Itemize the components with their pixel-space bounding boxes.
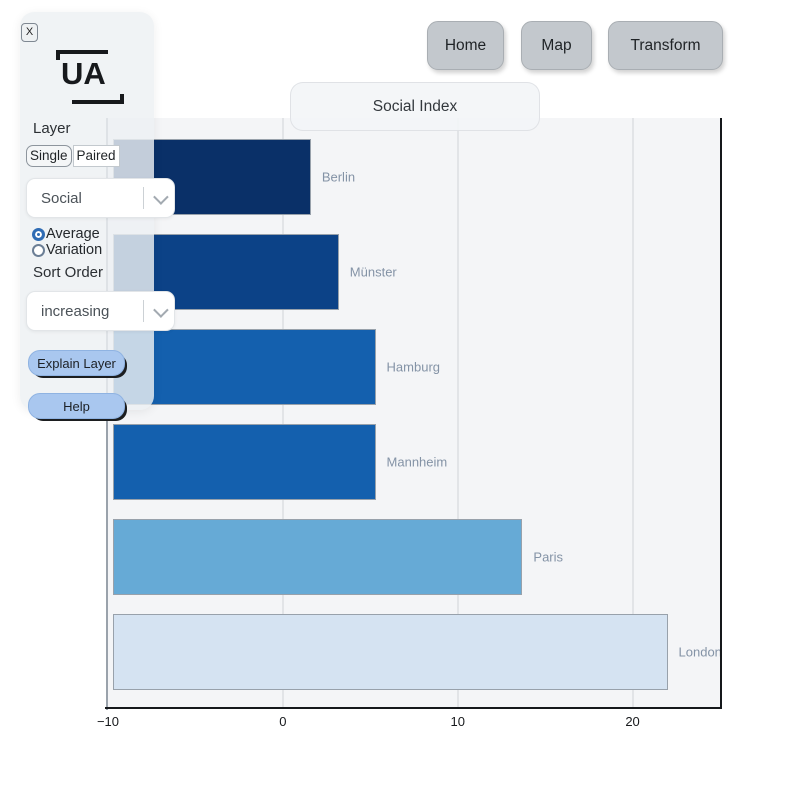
x-tick-label: 0 <box>279 714 287 729</box>
dropdown-divider <box>143 187 144 209</box>
logo-text: UA <box>61 56 106 91</box>
chevron-down-icon[interactable] <box>144 301 174 318</box>
transform-button[interactable]: Transform <box>608 21 723 70</box>
layer-select-value: Social <box>41 189 82 207</box>
sort-order-label: Sort Order <box>33 264 104 281</box>
x-tick-label: 10 <box>450 714 465 729</box>
bar-london[interactable] <box>113 614 668 690</box>
bar-label: London <box>678 644 722 660</box>
explain-layer-button[interactable]: Explain Layer <box>28 350 125 376</box>
bar-label: Paris <box>533 549 564 565</box>
logo-top-bracket <box>56 50 108 60</box>
bar-paris[interactable] <box>113 519 523 595</box>
gridline <box>456 118 459 708</box>
close-button[interactable]: X <box>21 23 38 42</box>
home-button[interactable]: Home <box>427 21 504 70</box>
gridline <box>281 118 284 708</box>
average-radio-label: Average <box>46 226 100 242</box>
x-tick-label: 20 <box>625 714 640 729</box>
layer-panel: X UA Layer Single Paired Social Average … <box>20 12 175 419</box>
paired-toggle[interactable]: Paired <box>72 145 120 167</box>
bar-label: Mannheim <box>386 454 448 470</box>
variation-radio[interactable]: Variation <box>32 242 102 258</box>
single-toggle[interactable]: Single <box>26 145 72 167</box>
map-button[interactable]: Map <box>521 21 592 70</box>
radio-unselected-icon[interactable] <box>32 243 45 257</box>
x-tick-label: −10 <box>96 714 120 729</box>
layer-label: Layer <box>33 120 71 137</box>
chart-title: Social Index <box>290 82 540 131</box>
plot-right-border <box>720 118 722 709</box>
chevron-down-icon[interactable] <box>144 188 174 205</box>
dropdown-divider <box>143 300 144 322</box>
plot-area: Berlin Münster Hamburg Mannheim Paris London <box>108 118 722 708</box>
layer-mode-segmented: Single Paired <box>26 145 120 167</box>
ua-logo: UA <box>56 50 124 108</box>
bar-label: Berlin <box>321 169 356 185</box>
variation-radio-label: Variation <box>46 242 103 258</box>
bar-mannheim[interactable] <box>113 424 376 500</box>
layer-select[interactable]: Social <box>26 178 175 218</box>
sort-order-value: increasing <box>41 302 110 320</box>
gridline <box>631 118 634 708</box>
bar-label: Münster <box>349 264 397 280</box>
help-button[interactable]: Help <box>28 393 125 419</box>
radio-selected-icon[interactable] <box>32 227 45 241</box>
logo-bottom-bracket <box>72 94 124 104</box>
x-axis-line <box>105 707 722 709</box>
sort-order-select[interactable]: increasing <box>26 291 175 331</box>
average-radio[interactable]: Average <box>32 226 100 242</box>
bar-label: Hamburg <box>386 359 440 375</box>
